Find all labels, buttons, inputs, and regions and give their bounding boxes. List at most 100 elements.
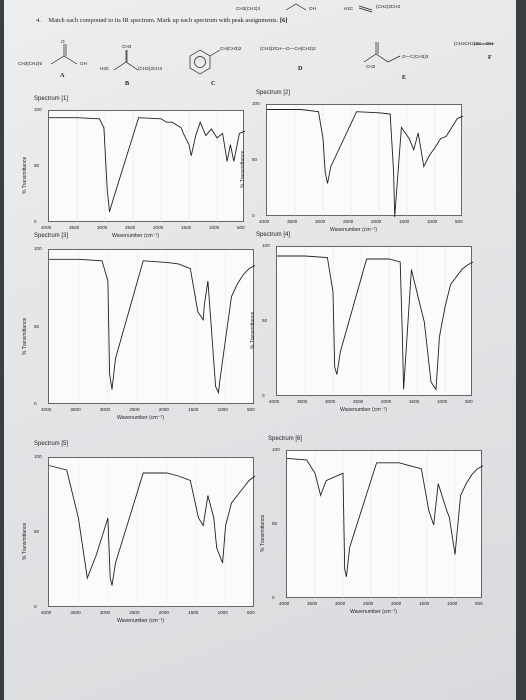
spectrum-5-xtick-3000: 3000: [99, 610, 111, 615]
spectrum-2-xtick-500: 500: [455, 219, 463, 224]
spectrum-4-ytick-0: 0: [262, 393, 265, 398]
compound-c-substituent: CH(CH3)2: [220, 46, 242, 51]
compound-b-right-label: (CH2)3CH3: [138, 66, 162, 71]
spectrum-2-xtick-2500: 2500: [343, 219, 354, 224]
spectrum-3-xtick-4000: 4000: [41, 407, 52, 412]
spectrum-1-xtick-4000: 4000: [41, 225, 52, 230]
spectrum-2-trace: [267, 109, 464, 218]
spectrum-3-ytick-0: 0: [34, 401, 37, 406]
compound-f-label: (CH3CH2)3C—OH: [454, 41, 493, 46]
spectrum-6-xlabel: Wavenumber (cm⁻¹): [350, 609, 397, 615]
spectrum-1-xtick-3500: 3500: [69, 225, 80, 230]
spectrum-1-xlabel: Wavenumber (cm⁻¹): [112, 233, 159, 239]
spectrum-3-ytick-50: 50: [34, 323, 40, 329]
spectrum-2-svg: [267, 105, 464, 218]
spectrum-5-plot: [48, 457, 256, 608]
spectrum-6-xtick-1000: 1000: [447, 601, 458, 606]
spectrum-4-xlabel: Wavenumber (cm⁻¹): [340, 407, 387, 413]
compound-e-left-label: CH3: [366, 64, 376, 69]
spectrum-5-ytick-100: 100: [34, 454, 42, 459]
compound-letter-f: F: [488, 54, 492, 61]
compound-a-right-label: OH: [80, 61, 87, 66]
spectrum-5-xtick-500: 500: [247, 610, 255, 615]
spectrum-2-xtick-3000: 3000: [315, 219, 326, 224]
spectrum-6-svg: [286, 451, 484, 599]
question-number: 4.: [36, 17, 41, 24]
compound-letter-e: E: [402, 74, 407, 81]
spectrum-4-title: Spectrum [4]: [256, 232, 291, 238]
spectrum-6-xtick-4000: 4000: [279, 601, 290, 606]
spectrum-1-xtick-3000: 3000: [97, 225, 108, 230]
spectrum-3-ytick-100: 100: [34, 246, 42, 251]
spectrum-5-xtick-1500: 1500: [188, 610, 199, 615]
spectrum-4-xtick-500: 500: [465, 399, 473, 404]
spectrum-2-xtick-1500: 1500: [399, 219, 410, 224]
spectrum-6-xtick-3000: 3000: [335, 601, 346, 606]
spectrum-4-xtick-3000: 3000: [325, 399, 336, 404]
spectrum-3-title: Spectrum [3]: [34, 233, 69, 239]
compound-d-label: (CH3)2CH—O—CH(CH3)2: [260, 46, 316, 51]
spectrum-1-svg: [49, 111, 246, 223]
spectrum-1-ytick-100: 100: [34, 107, 42, 112]
spectrum-3-xtick-500: 500: [247, 407, 255, 412]
spectrum-3-trace: [49, 258, 256, 395]
compound-a-left-label: CH3(CH2)5: [18, 61, 42, 66]
spectrum-4-xtick-3500: 3500: [297, 399, 308, 404]
spectrum-3-xtick-2500: 2500: [129, 407, 140, 412]
spectrum-4-xtick-1500: 1500: [409, 399, 420, 404]
spectrum-6-title: Spectrum [6]: [268, 436, 303, 442]
spectrum-6-xtick-2500: 2500: [363, 601, 374, 606]
spectrum-6-plot: [286, 450, 484, 599]
spectrum-6-ytick-0: 0: [272, 595, 275, 600]
spectrum-2-xtick-3500: 3500: [287, 219, 298, 224]
spectrum-5-title: Spectrum [5]: [34, 441, 69, 447]
spectrum-2-ytick-0: 0: [252, 213, 255, 218]
spectrum-4-xtick-2000: 2000: [381, 399, 392, 404]
spectrum-6-xtick-3500: 3500: [307, 601, 318, 606]
spectrum-5-xtick-3500: 3500: [70, 610, 81, 615]
compound-letter-b: B: [125, 80, 130, 87]
spectrum-1-ytick-50: 50: [34, 163, 40, 168]
top-alkene-oh-label: OH: [309, 6, 316, 11]
spectrum-4-ytick-50: 50: [262, 318, 268, 323]
compound-e-right-label: O—C(CH3)3: [402, 54, 429, 59]
question-text: Match each compound to its IR spectrum. …: [48, 17, 279, 24]
spectrum-4-trace: [277, 255, 474, 391]
spectrum-6-ytick-100: 100: [272, 447, 280, 452]
compound-letter-a: A: [60, 72, 65, 79]
spectrum-1-xtick-500: 500: [237, 225, 245, 230]
spectrum-4-xtick-4000: 4000: [269, 399, 280, 404]
spectrum-4-svg: [277, 247, 474, 397]
spectrum-1-plot: [48, 110, 246, 223]
spectrum-3-ylabel: % Transmittance: [22, 317, 28, 355]
spectrum-1-trace: [49, 117, 246, 212]
spectrum-2-ytick-50: 50: [252, 157, 258, 162]
compound-b-left-label: H3C: [100, 66, 110, 71]
spectrum-2-xtick-1000: 1000: [427, 219, 438, 224]
question-points: [6]: [279, 17, 288, 24]
spectrum-3-xlabel: Wavenumber (cm⁻¹): [117, 415, 164, 421]
spectrum-6-xtick-500: 500: [475, 601, 483, 606]
spectrum-2-xtick-4000: 4000: [259, 219, 270, 224]
spectrum-5-ylabel: % Transmittance: [22, 522, 28, 560]
spectrum-3-xtick-3000: 3000: [99, 407, 111, 412]
spectrum-4-plot: [276, 246, 474, 397]
spectrum-5-xtick-1000: 1000: [217, 610, 228, 615]
top-alkene-h2c-label: H2C: [344, 6, 354, 11]
spectrum-6-ytick-50: 50: [272, 521, 278, 526]
spectrum-6-xtick-2000: 2000: [391, 601, 402, 606]
spectrum-1-title: Spectrum [1]: [34, 96, 69, 102]
spectrum-5-xlabel: Wavenumber (cm⁻¹): [117, 618, 164, 624]
spectrum-2-ytick-100: 100: [252, 101, 260, 106]
spectrum-1-xtick-2000: 2000: [153, 225, 164, 230]
question-prompt: 4. Match each compound to its IR spectru…: [36, 17, 287, 24]
spectrum-1-xtick-1500: 1500: [181, 225, 192, 230]
top-alkene-right-label: (CH2)3CH3: [376, 4, 400, 9]
spectrum-2-ylabel: % Transmittance: [240, 150, 246, 188]
spectrum-5-ytick-50: 50: [34, 529, 40, 534]
spectrum-1-ylabel: % Transmittance: [22, 156, 28, 194]
spectrum-3-xtick-3500: 3500: [70, 407, 81, 412]
spectrum-4-xtick-1000: 1000: [437, 399, 448, 404]
spectrum-6-ylabel: % Transmittance: [260, 514, 266, 552]
spectrum-2-xtick-2000: 2000: [371, 219, 382, 224]
